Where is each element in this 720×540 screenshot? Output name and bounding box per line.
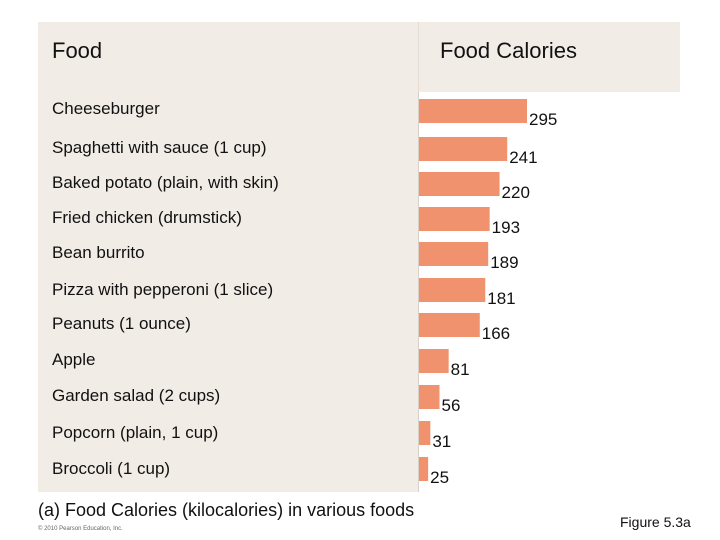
bar xyxy=(419,207,490,231)
food-label: Garden salad (2 cups) xyxy=(52,386,221,405)
food-label: Peanuts (1 ounce) xyxy=(52,314,191,333)
food-column-header: Food xyxy=(52,38,103,63)
food-label: Broccoli (1 cup) xyxy=(52,459,171,478)
calories-column-header: Food Calories xyxy=(440,38,577,63)
bar-value-label: 241 xyxy=(509,148,537,167)
bar xyxy=(419,313,480,337)
food-label: Cheeseburger xyxy=(52,99,160,118)
figure-caption: (a) Food Calories (kilocalories) in vari… xyxy=(38,500,415,520)
food-label: Baked potato (plain, with skin) xyxy=(52,173,279,192)
food-label: Bean burrito xyxy=(52,243,145,262)
bar-value-label: 56 xyxy=(442,396,461,415)
copyright-notice: © 2010 Pearson Education, Inc. xyxy=(38,526,123,532)
food-label: Pizza with pepperoni (1 slice) xyxy=(52,280,274,299)
bar xyxy=(419,457,429,481)
food-label: Fried chicken (drumstick) xyxy=(52,208,242,227)
bar xyxy=(419,385,440,409)
bar-value-label: 25 xyxy=(430,468,449,487)
bar-value-label: 166 xyxy=(482,324,510,343)
food-label: Apple xyxy=(52,350,96,369)
bar xyxy=(419,278,486,302)
bar-value-label: 295 xyxy=(529,110,557,129)
bar-value-label: 189 xyxy=(490,253,518,272)
bar-value-label: 81 xyxy=(451,360,470,379)
bar xyxy=(419,349,449,373)
bar-value-label: 220 xyxy=(502,183,530,202)
bar xyxy=(419,172,500,196)
bar xyxy=(419,242,489,266)
bar-value-label: 193 xyxy=(492,218,520,237)
bar-value-label: 181 xyxy=(487,289,515,308)
food-label: Spaghetti with sauce (1 cup) xyxy=(52,138,267,157)
bar xyxy=(419,137,508,161)
figure-reference: Figure 5.3a xyxy=(620,514,691,530)
bar-value-label: 31 xyxy=(432,432,451,451)
header-divider xyxy=(418,22,419,92)
bar xyxy=(419,99,527,123)
bar xyxy=(419,421,431,445)
food-label: Popcorn (plain, 1 cup) xyxy=(52,423,219,442)
